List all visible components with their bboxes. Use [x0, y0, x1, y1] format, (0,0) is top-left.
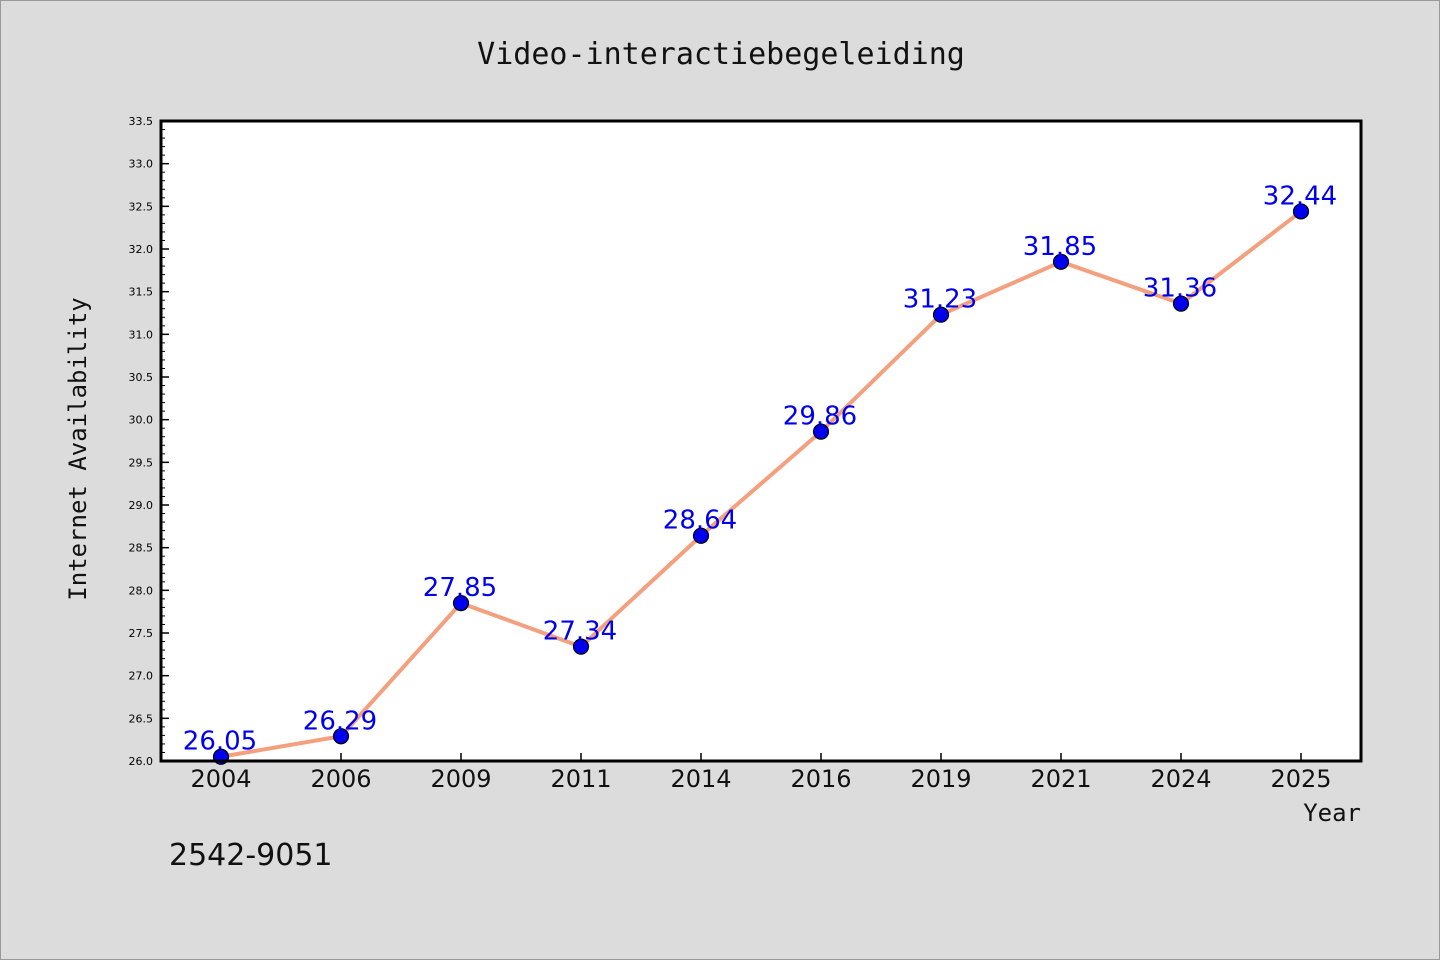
- data-point: [932, 306, 950, 323]
- data-point: [452, 595, 470, 612]
- data-label: 27.34: [543, 617, 617, 647]
- x-tick-label: 2021: [1030, 765, 1091, 793]
- x-tick-label: 2024: [1150, 765, 1211, 793]
- data-point: [1052, 253, 1070, 270]
- x-tick-label: 2004: [190, 765, 251, 793]
- y-tick-label: 28.0: [129, 584, 154, 597]
- chart-title: Video-interactiebegeleiding: [477, 37, 965, 72]
- data-label: 26.05: [183, 727, 257, 757]
- data-label: 32.44: [1263, 181, 1337, 211]
- y-tick-label: 32.5: [129, 200, 154, 213]
- y-tick-label: 30.0: [129, 414, 154, 427]
- data-point: [1292, 203, 1310, 220]
- y-tick-label: 29.0: [129, 499, 154, 512]
- data-markers: [212, 203, 1310, 765]
- y-tick-label: 30.5: [129, 371, 154, 384]
- data-label: 28.64: [663, 506, 737, 536]
- y-tick-label: 28.5: [129, 542, 154, 555]
- y-tick-label: 26.0: [129, 755, 154, 768]
- data-labels: 26.05 26.29 27.85 27.34 28.64 29.86 31.23 31.85…: [183, 181, 1337, 756]
- y-tick-label: 27.0: [129, 670, 154, 683]
- data-label: 27.85: [423, 573, 497, 603]
- y-tick-label: 31.5: [129, 286, 154, 299]
- series-line: [219, 209, 1303, 759]
- data-point: [812, 423, 830, 440]
- data-point: [332, 728, 350, 745]
- y-tick-label: 26.5: [129, 712, 154, 725]
- x-tick-label: 2016: [790, 765, 851, 793]
- figure-code: 2542-9051: [169, 838, 333, 873]
- y-tick-label: 29.5: [129, 456, 154, 469]
- x-tick-label: 2019: [910, 765, 971, 793]
- x-axis-label: Year: [1303, 799, 1361, 827]
- data-point: [1172, 295, 1190, 312]
- y-tick-label: 33.5: [129, 115, 154, 128]
- x-tick-label: 2014: [670, 765, 731, 793]
- data-label: 31.85: [1023, 232, 1097, 262]
- y-tick-label: 31.0: [129, 328, 154, 341]
- x-tick-label: 2011: [550, 765, 611, 793]
- y-tick-label: 32.0: [129, 243, 154, 256]
- y-tick-label: 27.5: [129, 627, 154, 640]
- plot-area: [161, 121, 1361, 761]
- plot-frame: [159, 119, 1363, 763]
- y-tick-label: 33.0: [129, 158, 154, 171]
- x-axis: 2004 2006 2009 2011 2014 2016 2019 2021 2024 2025: [190, 753, 1332, 793]
- data-label: 31.36: [1143, 274, 1217, 304]
- data-point: [692, 527, 710, 544]
- x-tick-label: 2009: [430, 765, 491, 793]
- data-label: 29.86: [783, 402, 857, 432]
- data-label: 31.23: [903, 285, 977, 315]
- data-label: 26.29: [303, 706, 377, 736]
- x-tick-label: 2006: [310, 765, 371, 793]
- x-tick-label: 2025: [1270, 765, 1331, 793]
- y-axis-label: Internet Availability: [64, 297, 92, 600]
- data-point: [572, 638, 590, 655]
